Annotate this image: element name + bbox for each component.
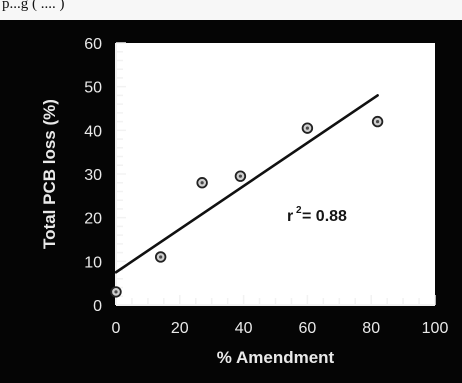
r-squared-superscript: 2 xyxy=(296,205,302,216)
chart-panel: 0 20 40 60 80 100 0 10 20 30 40 50 60 % Amendment To… xyxy=(0,20,462,383)
y-tick-label: 60 xyxy=(84,36,102,53)
cropped-caption: p...g ( .... ) xyxy=(2,0,65,12)
axes: 0 20 40 60 80 100 0 10 20 30 40 50 60 xyxy=(84,36,448,337)
r-symbol: r xyxy=(287,208,293,225)
y-axis-label: Total PCB loss (%) xyxy=(40,99,59,249)
scatter-chart: 0 20 40 60 80 100 0 10 20 30 40 50 60 % Amendment To… xyxy=(40,36,448,367)
data-layer xyxy=(110,94,384,298)
y-tick-label: 0 xyxy=(93,298,102,315)
x-tick-label: 20 xyxy=(171,320,189,337)
data-point-center xyxy=(200,181,204,185)
data-point-center xyxy=(159,255,163,259)
y-tick-label: 30 xyxy=(84,167,102,184)
x-tick-label: 100 xyxy=(422,320,449,337)
data-point-center xyxy=(305,126,309,130)
x-tick-label: 0 xyxy=(112,320,121,337)
data-point-center xyxy=(375,120,380,124)
y-tick-label: 50 xyxy=(84,80,102,97)
cropped-top-text: p...g ( .... ) xyxy=(0,0,462,20)
r-squared-annotation: r 2 = 0.88 xyxy=(287,205,347,225)
x-tick-label: 60 xyxy=(299,320,317,337)
x-tick-label: 40 xyxy=(235,320,253,337)
y-tick-label: 20 xyxy=(84,211,102,228)
y-tick-label: 40 xyxy=(84,123,102,140)
data-point-center xyxy=(238,174,243,178)
x-tick-label: 80 xyxy=(362,320,380,337)
y-tick-label: 10 xyxy=(84,254,102,271)
trendline xyxy=(114,94,379,274)
data-point-center xyxy=(114,290,118,294)
r-squared-value: = 0.88 xyxy=(302,208,347,225)
x-axis-label: % Amendment xyxy=(217,348,335,367)
plot-area xyxy=(116,43,435,305)
